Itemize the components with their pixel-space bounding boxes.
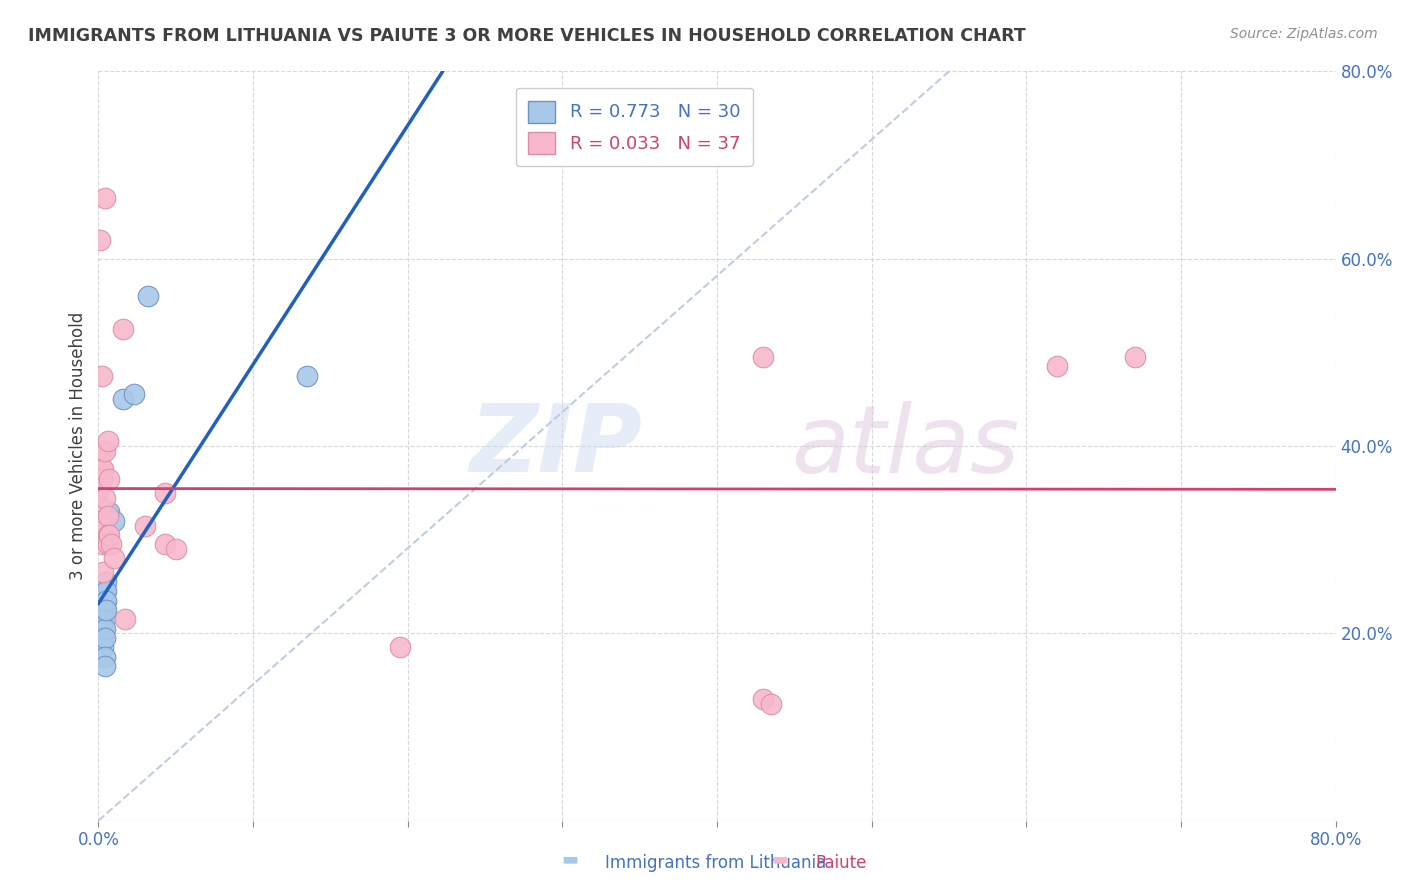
Point <box>90 622 112 636</box>
Point <box>136 289 159 303</box>
Point <box>91 631 114 645</box>
Point <box>93 622 115 636</box>
Point <box>297 368 319 383</box>
Point <box>96 574 118 589</box>
Point <box>91 622 114 636</box>
Point <box>89 514 111 528</box>
Point <box>93 612 115 626</box>
Point <box>97 434 120 449</box>
Point <box>96 593 118 607</box>
Point <box>90 462 112 476</box>
Point <box>112 392 135 407</box>
Point <box>90 603 112 617</box>
Point <box>91 593 114 607</box>
Point <box>103 551 125 566</box>
Point <box>103 514 125 528</box>
Point <box>98 505 121 519</box>
Point <box>100 537 122 551</box>
Point <box>89 472 111 486</box>
Point <box>89 481 111 495</box>
Point <box>93 659 115 673</box>
Text: Paiute: Paiute <box>815 855 868 872</box>
Point <box>165 542 187 557</box>
Text: ZIP: ZIP <box>470 400 643 492</box>
Point <box>89 462 111 476</box>
Point <box>93 649 115 664</box>
Y-axis label: 3 or more Vehicles in Household: 3 or more Vehicles in Household <box>69 312 87 580</box>
Point <box>97 528 120 542</box>
Text: Immigrants from Lithuania: Immigrants from Lithuania <box>605 855 825 872</box>
Text: atlas: atlas <box>792 401 1019 491</box>
Point <box>112 322 135 336</box>
Point <box>91 462 114 476</box>
Point <box>98 472 121 486</box>
Point <box>1046 359 1069 374</box>
Point <box>89 233 111 247</box>
Point <box>91 603 114 617</box>
Point <box>93 603 115 617</box>
Point <box>90 518 112 533</box>
Point <box>97 509 120 524</box>
Point <box>90 472 112 486</box>
Point <box>93 491 115 505</box>
Point <box>93 443 115 458</box>
Point <box>93 631 115 645</box>
Point <box>761 697 783 711</box>
Point <box>97 537 120 551</box>
Point <box>91 537 114 551</box>
Text: Source: ZipAtlas.com: Source: ZipAtlas.com <box>1230 27 1378 41</box>
Point <box>752 350 775 364</box>
Point <box>153 537 176 551</box>
Point <box>89 622 111 636</box>
Point <box>90 443 112 458</box>
Point <box>89 500 111 514</box>
Text: ▬: ▬ <box>561 851 578 869</box>
Point <box>98 528 121 542</box>
Text: ▬: ▬ <box>772 851 789 869</box>
Text: IMMIGRANTS FROM LITHUANIA VS PAIUTE 3 OR MORE VEHICLES IN HOUSEHOLD CORRELATION : IMMIGRANTS FROM LITHUANIA VS PAIUTE 3 OR… <box>28 27 1026 45</box>
Point <box>90 612 112 626</box>
Point <box>91 566 114 580</box>
Point <box>89 612 111 626</box>
Point <box>388 640 412 655</box>
Point <box>93 593 115 607</box>
Point <box>134 518 156 533</box>
Point <box>91 640 114 655</box>
Point <box>122 387 145 401</box>
Point <box>91 612 114 626</box>
Point <box>93 191 115 205</box>
Point <box>90 368 112 383</box>
Point <box>114 612 136 626</box>
Point <box>96 603 118 617</box>
Point <box>96 584 118 599</box>
Legend: R = 0.773   N = 30, R = 0.033   N = 37: R = 0.773 N = 30, R = 0.033 N = 37 <box>516 88 754 166</box>
Point <box>752 692 775 706</box>
Point <box>1123 350 1146 364</box>
Point <box>93 584 115 599</box>
Point <box>90 631 112 645</box>
Point <box>153 486 176 500</box>
